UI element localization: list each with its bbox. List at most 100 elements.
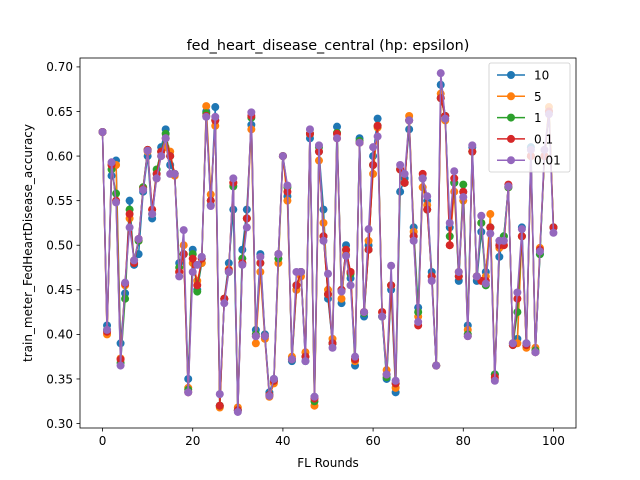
data-point xyxy=(409,236,418,245)
data-point xyxy=(436,69,445,78)
data-point xyxy=(342,245,351,254)
data-point xyxy=(450,167,459,176)
data-point xyxy=(107,158,116,167)
data-point xyxy=(121,294,130,303)
data-point xyxy=(346,281,355,290)
data-point xyxy=(373,132,382,141)
legend-marker xyxy=(507,71,515,79)
data-point xyxy=(337,287,346,296)
data-point xyxy=(513,288,522,297)
data-point xyxy=(179,226,188,235)
data-point xyxy=(125,196,134,205)
data-point xyxy=(441,114,450,123)
legend-marker xyxy=(507,113,515,122)
data-point xyxy=(508,339,517,348)
data-point xyxy=(283,181,292,190)
legend-marker xyxy=(507,92,515,101)
x-tick-label: 60 xyxy=(365,434,380,448)
data-point xyxy=(531,348,540,357)
data-point xyxy=(400,169,409,178)
data-point xyxy=(423,192,432,201)
data-point xyxy=(387,261,396,270)
data-point xyxy=(513,308,522,317)
data-point xyxy=(251,339,260,348)
data-point xyxy=(152,174,161,183)
data-point xyxy=(391,376,400,385)
data-point xyxy=(414,317,423,326)
data-point xyxy=(130,256,139,265)
data-point xyxy=(134,234,143,243)
data-point xyxy=(305,125,314,134)
data-point xyxy=(211,103,220,112)
data-point xyxy=(333,134,342,143)
data-point xyxy=(229,174,238,183)
y-tick-label: 0.45 xyxy=(46,283,73,297)
plot-frame xyxy=(79,57,577,429)
data-point xyxy=(148,210,157,219)
legend-item: 0.1 xyxy=(497,132,553,146)
data-point xyxy=(459,180,468,189)
data-point xyxy=(220,299,229,308)
data-point xyxy=(360,308,369,317)
data-point xyxy=(499,236,508,245)
data-point xyxy=(251,332,260,341)
data-point xyxy=(481,279,490,288)
data-point xyxy=(445,218,454,227)
series-4 xyxy=(98,69,558,416)
data-point xyxy=(112,189,121,198)
data-point xyxy=(477,211,486,220)
data-point xyxy=(549,228,558,237)
data-point xyxy=(233,407,242,416)
data-point xyxy=(193,260,202,269)
data-point xyxy=(247,108,256,117)
data-point xyxy=(184,388,193,397)
data-point xyxy=(324,290,332,299)
data-point xyxy=(175,272,184,281)
legend-box xyxy=(488,62,571,173)
data-point xyxy=(265,391,274,400)
x-tick-label: 100 xyxy=(542,434,565,448)
data-point xyxy=(269,374,278,383)
y-tick-label: 0.35 xyxy=(46,372,73,386)
chart-title: fed_heart_disease_central (hp: epsilon) xyxy=(187,38,470,54)
data-point xyxy=(215,401,224,410)
data-point xyxy=(405,116,414,125)
data-point xyxy=(486,210,495,219)
data-point xyxy=(287,355,296,364)
data-point xyxy=(157,152,166,161)
legend-label: 5 xyxy=(534,90,542,104)
axes: 0 20 40 60 80 100 0.30 0.35 0.40 0.45 0.50 0.55 0.60… xyxy=(46,57,577,448)
data-point xyxy=(314,141,323,150)
y-tick-label: 0.30 xyxy=(46,417,73,431)
data-point xyxy=(112,198,121,207)
data-point xyxy=(378,312,387,321)
data-point xyxy=(143,146,152,155)
data-point xyxy=(301,357,310,366)
data-point xyxy=(396,160,405,169)
data-point xyxy=(432,361,441,370)
data-point xyxy=(382,370,391,379)
data-point xyxy=(224,267,233,276)
legend-marker xyxy=(507,134,515,143)
data-point xyxy=(427,276,436,285)
data-point xyxy=(188,267,197,276)
x-axis-label: FL Rounds xyxy=(297,456,359,470)
y-tick-label: 0.65 xyxy=(46,105,73,119)
data-point xyxy=(490,376,499,385)
data-point xyxy=(355,138,364,147)
data-point xyxy=(202,112,211,121)
data-point xyxy=(486,229,495,238)
y-tick-label: 0.55 xyxy=(46,194,73,208)
data-point xyxy=(116,361,125,370)
data-point xyxy=(296,267,305,276)
data-point xyxy=(121,278,130,287)
legend-item: 10 xyxy=(497,69,549,83)
data-point xyxy=(369,160,378,169)
data-point xyxy=(400,178,409,187)
data-point xyxy=(373,121,382,130)
data-point xyxy=(504,182,513,191)
data-point xyxy=(342,251,351,260)
x-tick-label: 80 xyxy=(456,434,471,448)
data-point xyxy=(445,241,454,250)
x-tick-label: 40 xyxy=(275,434,290,448)
